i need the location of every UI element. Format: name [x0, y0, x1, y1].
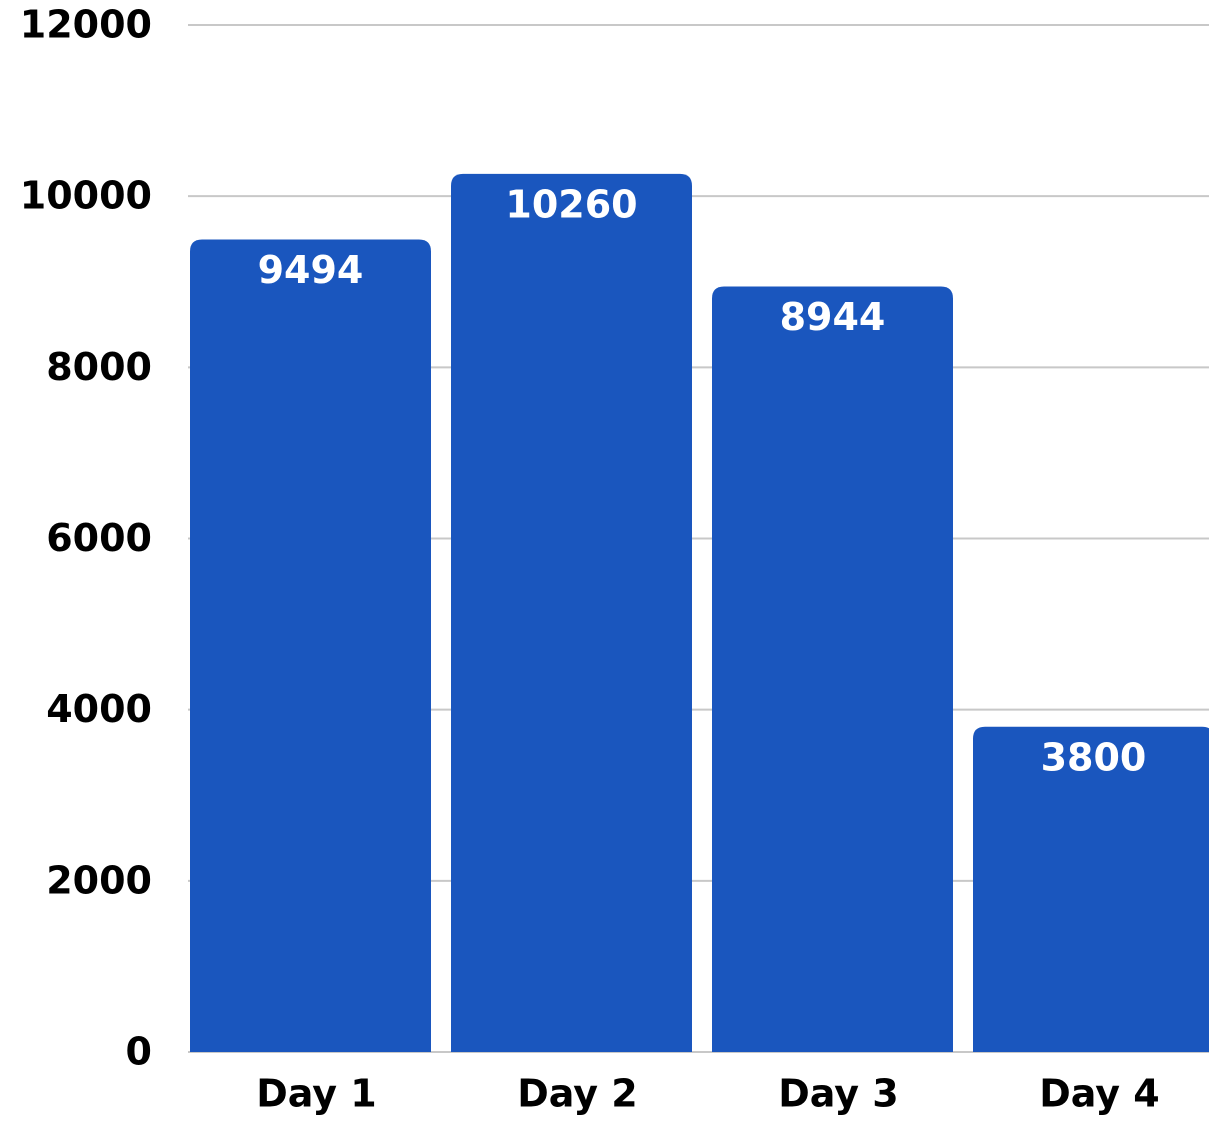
y-tick-label: 2000 [46, 858, 152, 902]
data-label: 3800 [1041, 735, 1147, 779]
bar [712, 286, 953, 1052]
y-tick-label: 12000 [20, 3, 152, 47]
y-tick-label: 0 [126, 1030, 152, 1074]
data-label: 10260 [505, 182, 637, 226]
y-tick-label: 4000 [46, 687, 152, 731]
x-tick-label: Day 2 [517, 1072, 637, 1116]
data-label: 9494 [258, 248, 364, 292]
x-tick-label: Day 4 [1039, 1072, 1159, 1116]
y-tick-label: 6000 [46, 516, 152, 560]
bar [190, 239, 431, 1053]
data-label: 8944 [780, 295, 886, 339]
y-tick-label: 10000 [20, 174, 152, 218]
bar [451, 173, 692, 1053]
x-tick-label: Day 1 [256, 1072, 376, 1116]
y-tick-label: 8000 [46, 345, 152, 389]
bar [973, 726, 1209, 1052]
x-tick-label: Day 3 [778, 1072, 898, 1116]
